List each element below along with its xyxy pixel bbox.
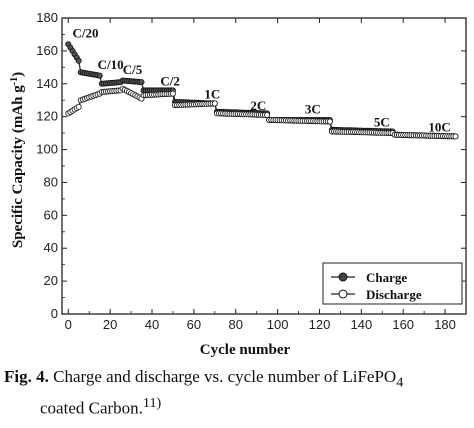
figure-caption: Fig. 4. Charge and discharge vs. cycle n… <box>4 366 470 419</box>
x-tick-label: 120 <box>309 317 331 332</box>
x-tick-label: 140 <box>350 317 372 332</box>
data-point-discharge <box>326 118 333 125</box>
y-tick-label: 180 <box>36 10 58 25</box>
y-axis-title: Specific Capacity (mAh g-1) <box>9 72 26 248</box>
data-point-discharge <box>169 90 176 97</box>
x-axis-title: Cycle number <box>200 342 291 358</box>
y-tick-label: 120 <box>36 109 58 124</box>
caption-text-b: coated Carbon. <box>40 399 143 419</box>
x-tick-label: 160 <box>392 317 414 332</box>
y-tick-label: 80 <box>44 174 58 189</box>
plot-area: 0 20 40 60 80 100 120 140 160 180 0 20 40 60 80 100 120 1… <box>36 10 467 332</box>
rate-label: C/5 <box>123 62 143 77</box>
x-tick-label: 80 <box>229 317 243 332</box>
data-point-discharge <box>211 100 218 107</box>
data-point-charge <box>138 79 145 86</box>
caption-label: Fig. 4. <box>4 367 49 386</box>
data-point-charge <box>75 57 82 64</box>
data-point-charge <box>96 72 103 79</box>
y-tick-label: 20 <box>44 273 58 288</box>
x-tick-label: 20 <box>103 317 117 332</box>
y-tick-label: 100 <box>36 142 58 157</box>
x-tick-label: 60 <box>187 317 201 332</box>
x-tick-label: 40 <box>145 317 159 332</box>
y-tick-label: 60 <box>44 207 58 222</box>
legend-marker-charge <box>338 272 348 282</box>
y-tick-label: 140 <box>36 76 58 91</box>
rate-label: 3C <box>305 101 321 116</box>
rate-label: 2C <box>250 98 266 113</box>
caption-text-a: Charge and discharge vs. cycle number of… <box>53 367 397 386</box>
data-point-discharge <box>264 112 271 119</box>
rate-label: C/10 <box>98 57 124 72</box>
rate-label: 5C <box>374 115 390 130</box>
legend: Charge Discharge <box>322 262 463 305</box>
y-tick-label: 160 <box>36 43 58 58</box>
y-tick-label: 40 <box>44 240 58 255</box>
legend-label-charge: Charge <box>366 270 407 285</box>
caption-subscript: 4 <box>396 374 404 391</box>
rate-label: C/20 <box>72 26 98 41</box>
y-tick-label: 0 <box>51 306 58 321</box>
caption-reference: 11) <box>142 395 162 412</box>
x-tick-label: 0 <box>65 317 72 332</box>
legend-label-discharge: Discharge <box>366 287 422 302</box>
legend-marker-discharge <box>338 289 348 299</box>
x-tick-label: 180 <box>434 317 456 332</box>
x-tick-label: 100 <box>267 317 289 332</box>
rate-label: C/2 <box>160 73 180 88</box>
data-point-discharge <box>452 133 459 140</box>
data-point-discharge <box>75 103 82 110</box>
capacity-chart: 0 20 40 60 80 100 120 140 160 180 0 20 40 60 80 100 120 1… <box>9 10 467 358</box>
rate-label: 10C <box>428 119 450 134</box>
rate-label: 1C <box>204 87 220 102</box>
